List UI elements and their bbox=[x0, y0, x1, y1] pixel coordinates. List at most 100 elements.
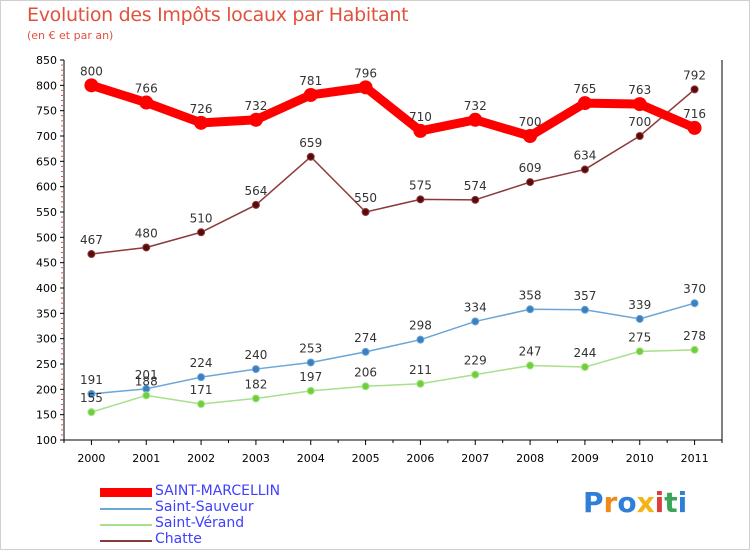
point-chatte bbox=[580, 165, 589, 174]
series-line-chatte bbox=[90, 88, 696, 255]
x-tick-label: 2004 bbox=[297, 452, 325, 465]
y-tick-label: 450 bbox=[36, 257, 57, 270]
data-label-saint-v-rand: 247 bbox=[519, 345, 542, 359]
point-chatte bbox=[251, 200, 260, 209]
data-label-saint-sauveur: 357 bbox=[573, 289, 596, 303]
data-label-saint-v-rand: 188 bbox=[135, 374, 158, 388]
point-saint-marcellin bbox=[577, 96, 592, 111]
data-label-saint-marcellin: 796 bbox=[354, 66, 377, 80]
point-saint-v-rand bbox=[690, 345, 699, 354]
data-label-saint-v-rand: 155 bbox=[80, 391, 103, 405]
chart-title: Evolution des Impôts locaux par Habitant bbox=[27, 4, 409, 26]
point-chatte bbox=[416, 195, 425, 204]
data-label-saint-marcellin: 765 bbox=[573, 82, 596, 96]
y-tick-label: 150 bbox=[36, 409, 57, 422]
chart-subtitle: (en € et par an) bbox=[27, 29, 114, 42]
data-label-saint-marcellin: 732 bbox=[464, 99, 487, 113]
x-tick-label: 2005 bbox=[352, 452, 380, 465]
data-label-saint-sauveur: 370 bbox=[683, 282, 706, 296]
y-tick-label: 550 bbox=[36, 206, 57, 219]
data-label-chatte: 467 bbox=[80, 233, 103, 247]
series-line-saint-marcellin bbox=[86, 80, 700, 141]
data-label-saint-v-rand: 278 bbox=[683, 329, 706, 343]
point-saint-marcellin bbox=[523, 129, 538, 143]
data-label-saint-sauveur: 358 bbox=[519, 288, 542, 302]
y-tick-label: 200 bbox=[36, 383, 57, 396]
point-chatte bbox=[306, 152, 315, 161]
point-saint-sauveur bbox=[690, 299, 699, 308]
data-label-chatte: 574 bbox=[464, 179, 487, 193]
y-tick-label: 850 bbox=[36, 54, 57, 67]
point-chatte bbox=[635, 132, 644, 140]
data-label-saint-marcellin: 781 bbox=[299, 74, 322, 88]
legend-swatch-saint-sauveur bbox=[100, 508, 152, 510]
y-tick-label: 400 bbox=[36, 282, 57, 295]
data-label-saint-v-rand: 206 bbox=[354, 365, 377, 379]
legend-swatch-chatte bbox=[100, 540, 152, 542]
point-saint-sauveur bbox=[251, 365, 260, 374]
point-saint-sauveur bbox=[306, 358, 315, 367]
data-label-saint-sauveur: 334 bbox=[464, 300, 487, 314]
x-tick-label: 2001 bbox=[132, 452, 160, 465]
legend-swatch-saint-marcellin bbox=[100, 488, 152, 497]
y-tick-label: 700 bbox=[36, 130, 57, 143]
point-saint-v-rand bbox=[526, 361, 535, 370]
x-tick-label: 2000 bbox=[77, 452, 105, 465]
chart-axes: 100 150 200 250 300 350 400 450 500 550 600 650 700 7… bbox=[36, 54, 723, 465]
data-label-saint-sauveur: 298 bbox=[409, 319, 432, 333]
logo-letter-2: o bbox=[617, 486, 637, 519]
point-saint-v-rand bbox=[416, 379, 425, 388]
data-label-chatte: 659 bbox=[299, 136, 322, 150]
point-saint-sauveur bbox=[471, 317, 480, 326]
data-label-saint-v-rand: 244 bbox=[573, 346, 596, 360]
point-chatte bbox=[142, 243, 151, 252]
point-chatte bbox=[526, 178, 535, 187]
proxiti-logo: Proxiti bbox=[583, 486, 687, 519]
x-tick-label: 2010 bbox=[626, 452, 654, 465]
point-chatte bbox=[690, 85, 699, 94]
point-saint-v-rand bbox=[471, 370, 480, 379]
data-label-saint-sauveur: 201 bbox=[135, 368, 158, 382]
data-label-chatte: 510 bbox=[190, 211, 213, 225]
point-chatte bbox=[197, 228, 206, 237]
point-saint-sauveur bbox=[416, 335, 425, 344]
point-saint-v-rand bbox=[580, 363, 589, 372]
y-tick-label: 300 bbox=[36, 333, 57, 346]
point-saint-marcellin bbox=[413, 123, 428, 138]
y-tick-label: 250 bbox=[36, 358, 57, 371]
data-label-saint-v-rand: 197 bbox=[299, 370, 322, 384]
logo-letter-3: x bbox=[636, 486, 655, 519]
point-saint-sauveur bbox=[580, 305, 589, 314]
point-saint-v-rand bbox=[361, 382, 370, 391]
x-tick-label: 2006 bbox=[406, 452, 434, 465]
y-tick-label: 350 bbox=[36, 307, 57, 320]
logo-letter-5: t bbox=[664, 486, 678, 519]
logo-letter-6: i bbox=[677, 486, 688, 519]
data-labels-layer: 467 480 510 564 659 550 575 574 609 634 700 792 191 2… bbox=[80, 64, 706, 405]
legend-label-chatte: Chatte bbox=[155, 531, 202, 547]
logo-letter-1: r bbox=[603, 486, 618, 519]
legend-swatch-saint-verand bbox=[100, 524, 152, 526]
legend-label-saint-marcellin: SAINT-MARCELLIN bbox=[155, 483, 281, 499]
point-chatte bbox=[361, 208, 370, 216]
data-label-saint-sauveur: 191 bbox=[80, 373, 103, 387]
point-saint-marcellin bbox=[687, 120, 702, 135]
point-saint-v-rand bbox=[87, 408, 96, 417]
point-saint-marcellin bbox=[468, 112, 483, 127]
data-label-saint-v-rand: 229 bbox=[464, 354, 487, 368]
data-label-saint-v-rand: 211 bbox=[409, 363, 432, 377]
data-label-chatte: 480 bbox=[135, 226, 158, 240]
point-saint-marcellin bbox=[84, 78, 99, 93]
point-saint-marcellin bbox=[358, 80, 373, 95]
point-saint-v-rand bbox=[142, 391, 151, 400]
data-label-saint-sauveur: 240 bbox=[244, 348, 267, 362]
data-label-saint-sauveur: 274 bbox=[354, 331, 377, 345]
data-label-saint-marcellin: 716 bbox=[683, 107, 706, 121]
data-label-saint-sauveur: 224 bbox=[190, 356, 213, 370]
data-label-saint-marcellin: 710 bbox=[409, 110, 432, 124]
y-tick-label: 750 bbox=[36, 105, 57, 118]
y-tick-label: 650 bbox=[36, 155, 57, 168]
point-saint-sauveur bbox=[361, 347, 370, 356]
data-label-chatte: 564 bbox=[244, 184, 267, 198]
